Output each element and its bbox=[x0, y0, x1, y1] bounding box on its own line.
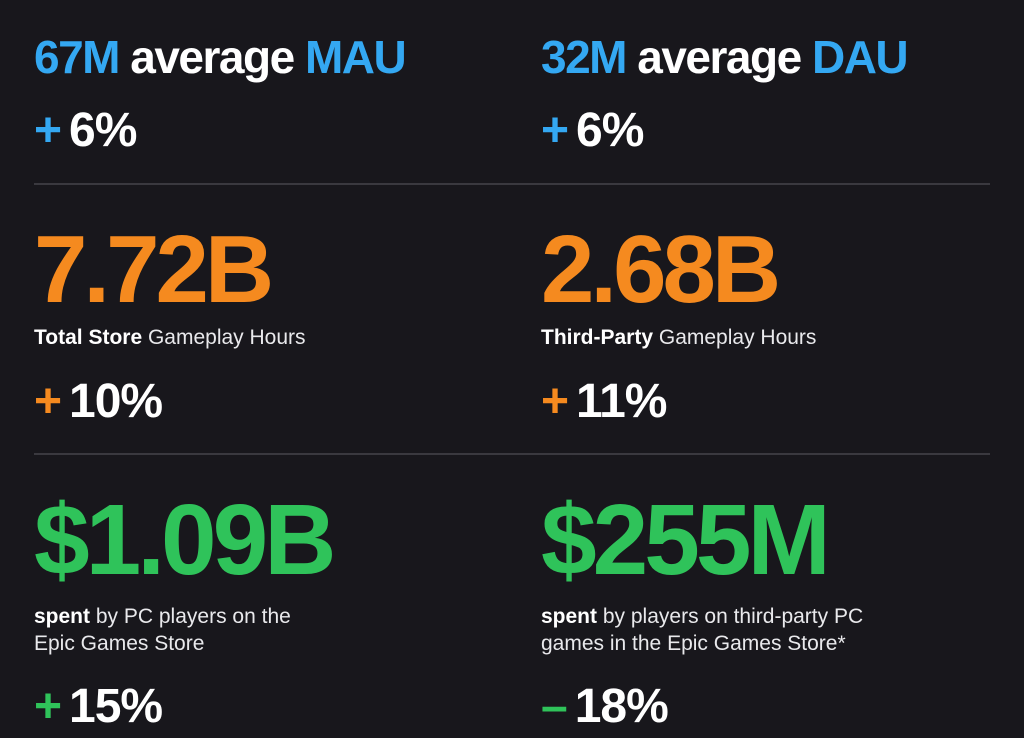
third-party-caption-rest: Gameplay Hours bbox=[658, 326, 817, 349]
pc-spend-change-sign: + bbox=[34, 680, 62, 733]
pc-spend-change-value: 15% bbox=[69, 680, 163, 733]
third-party-hours-caption: Third-Party Gameplay Hours bbox=[541, 324, 816, 351]
pc-spend-caption-bold: spent bbox=[34, 605, 91, 628]
pc-spend-caption: spent by PC players on the Epic Games St… bbox=[34, 603, 291, 657]
third-party-caption-bold: Third-Party bbox=[541, 326, 654, 349]
third-party-spend-stat: $255M bbox=[541, 484, 831, 596]
total-store-hours-change: + 10% bbox=[34, 375, 163, 428]
total-store-change-value: 10% bbox=[69, 375, 163, 428]
total-store-change-sign: + bbox=[34, 375, 62, 428]
mau-change-value: 6% bbox=[69, 104, 137, 157]
third-party-hours-value: 2.68B bbox=[541, 216, 781, 323]
third-party-spend-change-value: 18% bbox=[574, 680, 669, 733]
mau-label-mid: average bbox=[130, 31, 295, 83]
mau-change: + 6% bbox=[34, 104, 137, 157]
mau-metric: MAU bbox=[304, 31, 407, 83]
third-party-hours-change: + 11% bbox=[541, 375, 667, 428]
third-party-spend-value: $255M bbox=[541, 484, 831, 596]
third-party-spend-change-sign: – bbox=[541, 680, 568, 733]
dau-stat: 32M average DAU bbox=[541, 31, 909, 83]
dau-number: 32M bbox=[541, 31, 627, 83]
mau-change-sign: + bbox=[34, 104, 62, 157]
third-party-spend-caption-line1: by players on third-party PC bbox=[602, 605, 864, 628]
third-party-change-sign: + bbox=[541, 375, 569, 428]
third-party-spend-caption-line2: games in the Epic Games Store* bbox=[541, 632, 846, 655]
divider-2 bbox=[34, 453, 990, 455]
total-store-hours-value: 7.72B bbox=[34, 216, 274, 323]
pc-spend-caption-line1: by PC players on the bbox=[95, 605, 291, 628]
total-store-hours-caption: Total Store Gameplay Hours bbox=[34, 324, 306, 351]
dau-change: + 6% bbox=[541, 104, 644, 157]
mau-headline: 67M average MAU bbox=[34, 31, 407, 83]
dau-change-value: 6% bbox=[576, 104, 644, 157]
dau-change-sign: + bbox=[541, 104, 569, 157]
total-store-caption-bold: Total Store bbox=[34, 326, 143, 349]
third-party-spend-change: – 18% bbox=[541, 680, 669, 733]
pc-spend-caption-line2: Epic Games Store bbox=[34, 632, 205, 655]
pc-spend-stat: $1.09B bbox=[34, 484, 336, 596]
dau-label-mid: average bbox=[637, 31, 802, 83]
total-store-hours-stat: 7.72B bbox=[34, 216, 274, 323]
mau-stat: 67M average MAU bbox=[34, 31, 407, 83]
dau-metric: DAU bbox=[811, 31, 909, 83]
third-party-hours-stat: 2.68B bbox=[541, 216, 781, 323]
mau-number: 67M bbox=[34, 31, 120, 83]
third-party-spend-caption-bold: spent bbox=[541, 605, 598, 628]
total-store-caption-rest: Gameplay Hours bbox=[147, 326, 306, 349]
divider-1 bbox=[34, 183, 990, 185]
third-party-spend-caption: spent by players on third-party PC games… bbox=[541, 603, 863, 657]
pc-spend-change: + 15% bbox=[34, 680, 163, 733]
dau-headline: 32M average DAU bbox=[541, 31, 909, 83]
pc-spend-value: $1.09B bbox=[34, 484, 336, 596]
third-party-change-value: 11% bbox=[576, 375, 667, 428]
